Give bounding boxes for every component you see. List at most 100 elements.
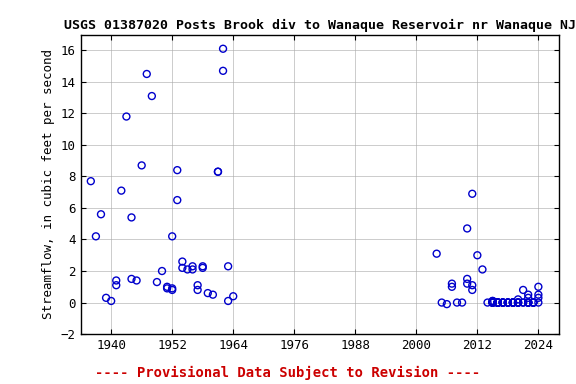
- Point: [488, 300, 497, 306]
- Point: [493, 300, 502, 306]
- Point: [473, 252, 482, 258]
- Point: [488, 298, 497, 304]
- Point: [117, 187, 126, 194]
- Point: [488, 300, 497, 306]
- Point: [448, 281, 457, 287]
- Point: [101, 295, 111, 301]
- Point: [509, 300, 518, 306]
- Point: [509, 300, 518, 306]
- Point: [91, 233, 100, 239]
- Point: [488, 298, 497, 304]
- Point: [493, 300, 502, 306]
- Point: [518, 300, 528, 306]
- Point: [503, 300, 513, 306]
- Point: [162, 285, 172, 291]
- Point: [173, 167, 182, 173]
- Title: USGS 01387020 Posts Brook div to Wanaque Reservoir nr Wanaque NJ: USGS 01387020 Posts Brook div to Wanaque…: [64, 19, 575, 32]
- Point: [96, 211, 105, 217]
- Point: [193, 282, 202, 288]
- Point: [498, 300, 507, 306]
- Point: [229, 293, 238, 299]
- Point: [198, 263, 207, 269]
- Point: [112, 277, 121, 283]
- Point: [178, 258, 187, 265]
- Point: [524, 295, 533, 301]
- Point: [493, 300, 502, 306]
- Point: [524, 300, 533, 306]
- Point: [178, 265, 187, 271]
- Point: [493, 300, 502, 306]
- Point: [529, 300, 538, 306]
- Point: [513, 300, 522, 306]
- Point: [498, 300, 507, 306]
- Point: [493, 300, 502, 306]
- Point: [223, 298, 233, 304]
- Point: [493, 300, 502, 306]
- Point: [432, 251, 441, 257]
- Point: [437, 300, 446, 306]
- Point: [513, 300, 522, 306]
- Point: [198, 265, 207, 271]
- Point: [463, 276, 472, 282]
- Point: [218, 68, 228, 74]
- Point: [463, 281, 472, 287]
- Point: [524, 300, 533, 306]
- Point: [524, 291, 533, 298]
- Point: [498, 300, 507, 306]
- Point: [213, 169, 222, 175]
- Point: [213, 169, 222, 175]
- Point: [529, 300, 538, 306]
- Point: [529, 300, 538, 306]
- Y-axis label: Streamflow, in cubic feet per second: Streamflow, in cubic feet per second: [42, 49, 55, 319]
- Point: [534, 300, 543, 306]
- Point: [513, 300, 522, 306]
- Point: [147, 93, 157, 99]
- Point: [513, 296, 522, 303]
- Point: [162, 284, 172, 290]
- Point: [168, 287, 177, 293]
- Point: [218, 46, 228, 52]
- Point: [478, 266, 487, 273]
- Point: [488, 300, 497, 306]
- Point: [524, 300, 533, 306]
- Point: [452, 300, 461, 306]
- Point: [503, 300, 513, 306]
- Point: [513, 300, 522, 306]
- Point: [112, 282, 121, 288]
- Point: [498, 300, 507, 306]
- Point: [524, 300, 533, 306]
- Point: [509, 300, 518, 306]
- Point: [457, 300, 467, 306]
- Point: [518, 287, 528, 293]
- Point: [107, 298, 116, 304]
- Point: [493, 300, 502, 306]
- Point: [468, 287, 477, 293]
- Point: [122, 113, 131, 119]
- Point: [529, 300, 538, 306]
- Point: [468, 191, 477, 197]
- Point: [503, 300, 513, 306]
- Point: [193, 287, 202, 293]
- Point: [152, 279, 161, 285]
- Point: [168, 233, 177, 239]
- Point: [498, 300, 507, 306]
- Point: [488, 300, 497, 306]
- Point: [188, 263, 197, 269]
- Point: [86, 178, 96, 184]
- Point: [488, 300, 497, 306]
- Point: [183, 266, 192, 273]
- Point: [534, 295, 543, 301]
- Point: [442, 301, 452, 307]
- Point: [203, 290, 213, 296]
- Point: [493, 300, 502, 306]
- Point: [209, 291, 218, 298]
- Point: [488, 300, 497, 306]
- Point: [503, 300, 513, 306]
- Point: [127, 214, 136, 220]
- Point: [534, 291, 543, 298]
- Point: [509, 300, 518, 306]
- Point: [448, 284, 457, 290]
- Point: [509, 300, 518, 306]
- Point: [223, 263, 233, 269]
- Text: ---- Provisional Data Subject to Revision ----: ---- Provisional Data Subject to Revisio…: [96, 366, 480, 380]
